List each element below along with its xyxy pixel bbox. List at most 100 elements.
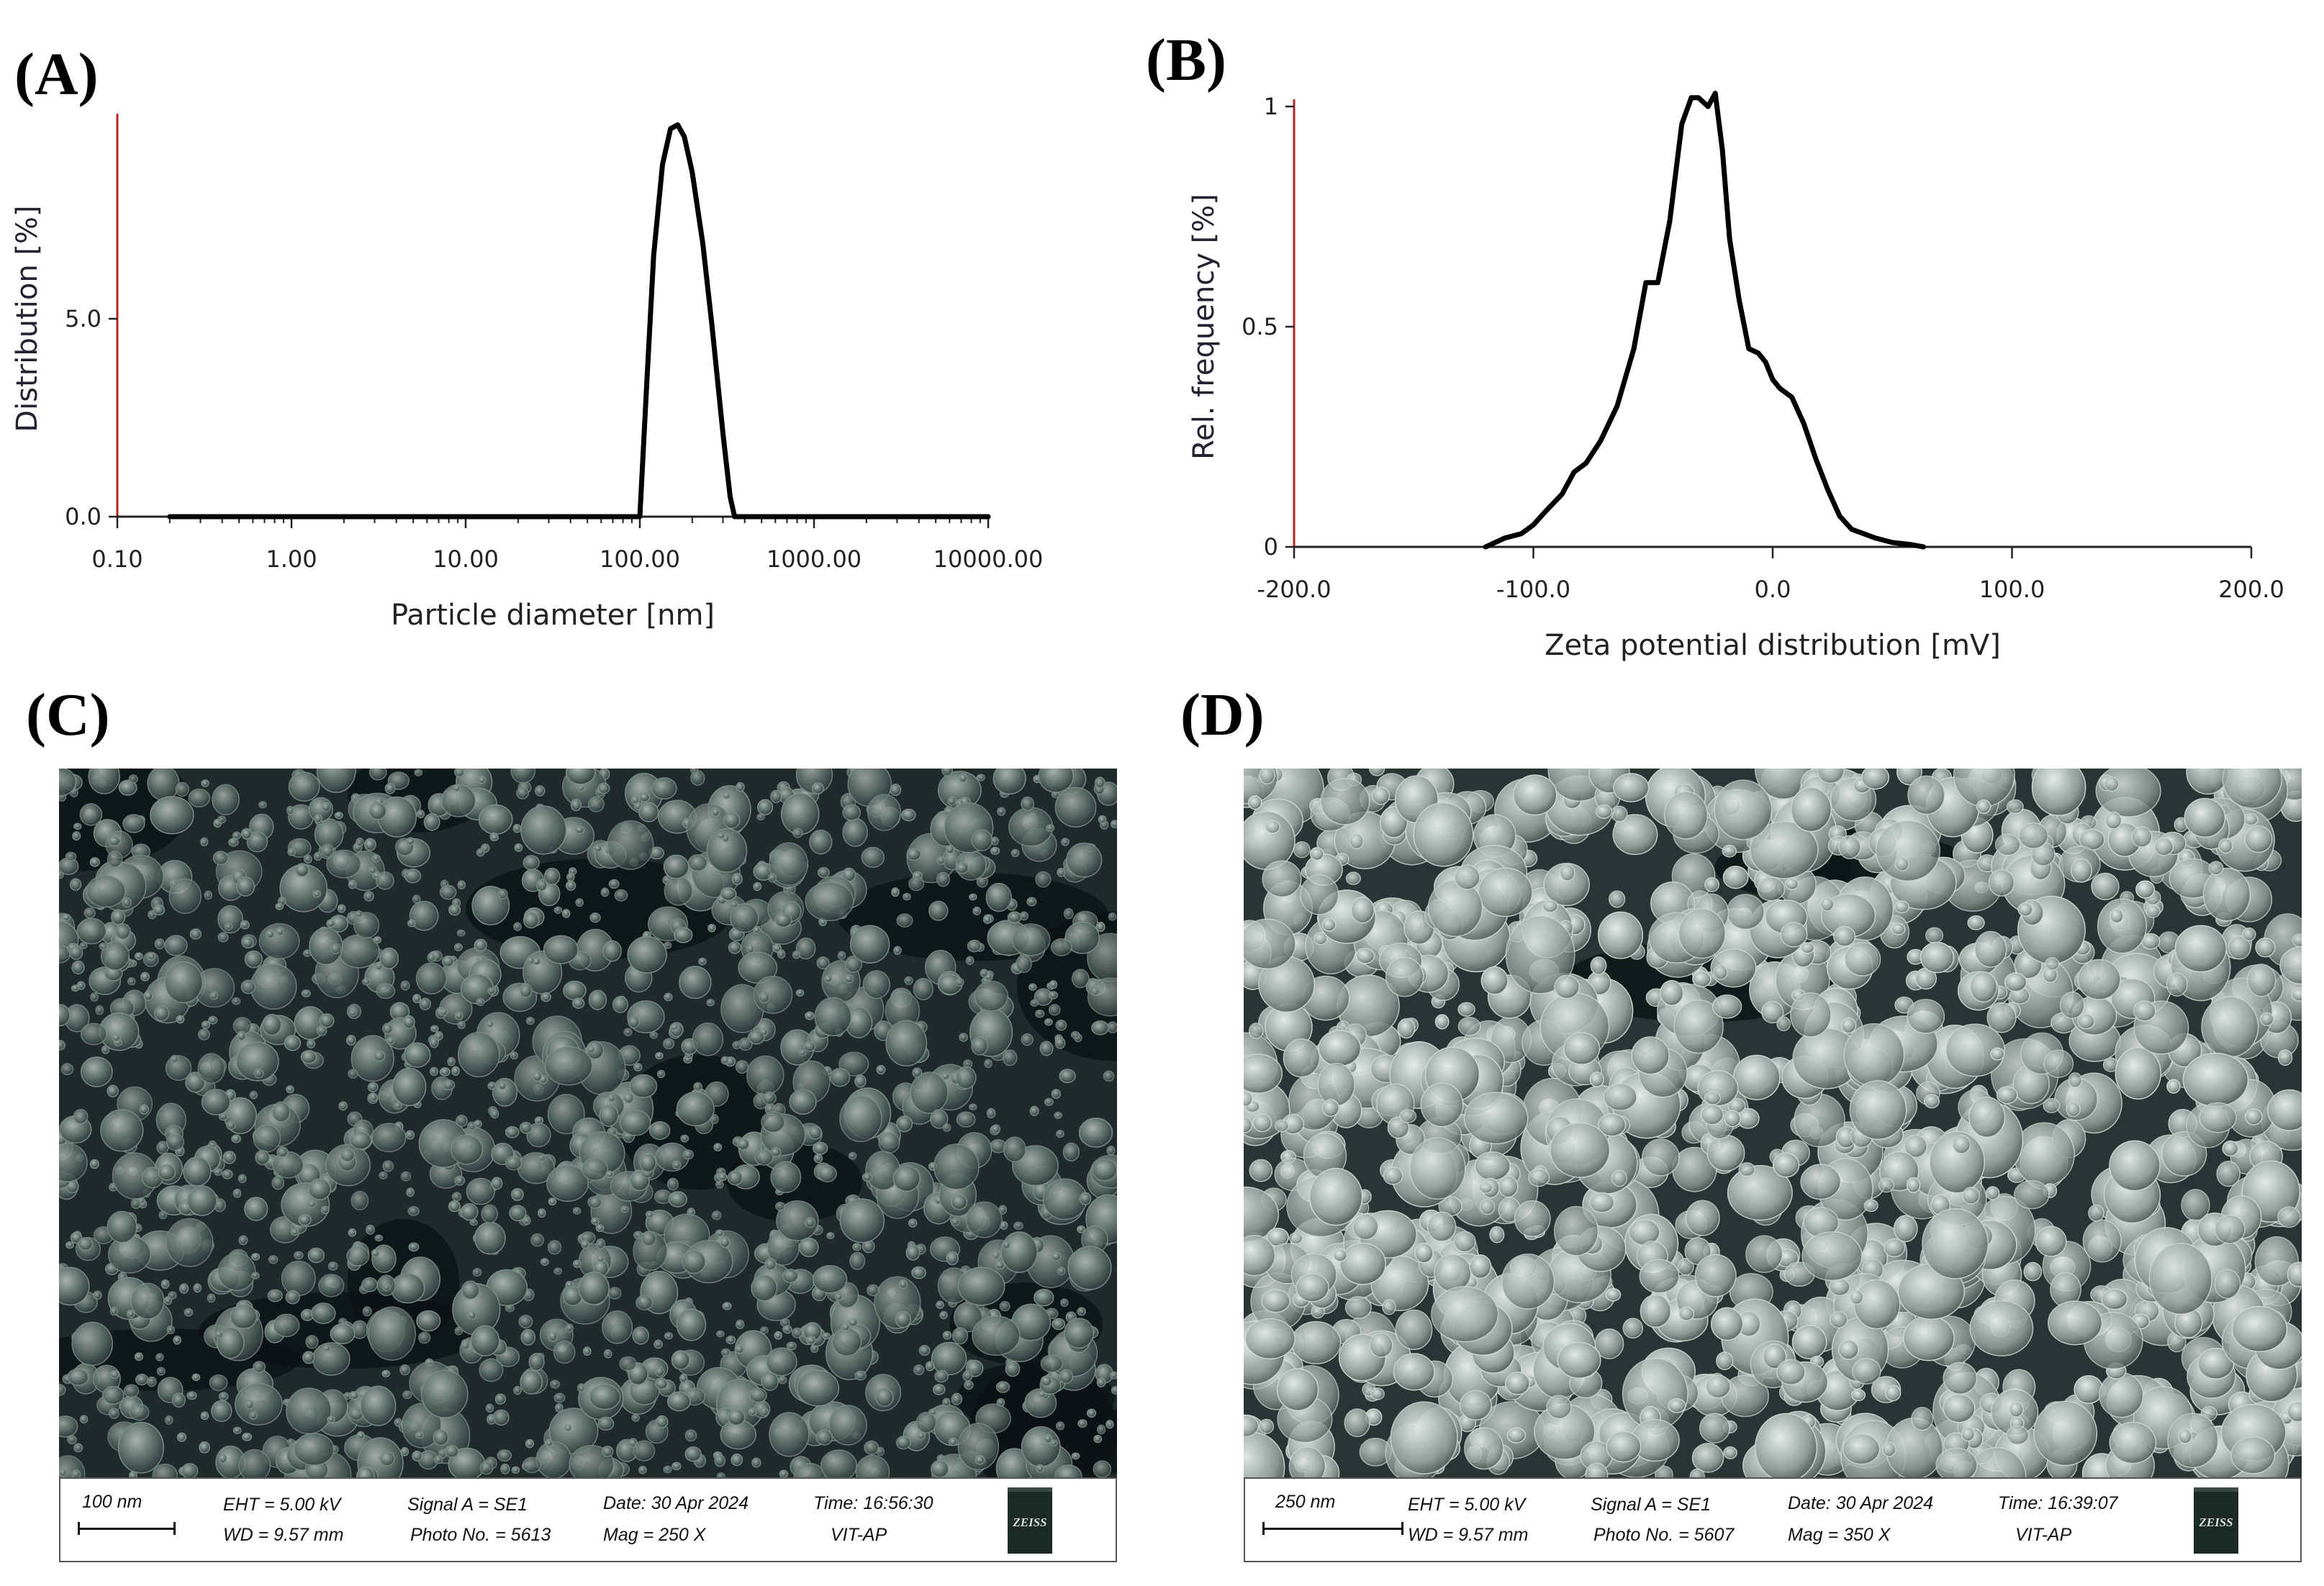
sem-particle [638,802,659,823]
sem-particle [1109,1371,1117,1379]
sem-particle [971,829,993,851]
sem-particle [153,904,166,916]
sem-particle [1663,791,1709,840]
sem-particle [1784,877,1799,890]
sem-particle [1345,871,1361,885]
sem-particle [454,1011,464,1020]
sem-particle [648,1121,671,1140]
sem-particle [1772,1152,1800,1178]
sem-particle [421,1369,469,1418]
sem-particle [867,794,902,831]
sem-particle [153,1005,170,1022]
sem-particle [1893,1215,1918,1243]
sem-particle [1321,917,1337,932]
sem-particle [1952,1135,1971,1154]
x-tick-label: 0.10 [91,545,143,573]
sem-particle [375,871,394,890]
sem-particle [1755,1413,1818,1477]
sem-particle [997,807,1006,816]
sem-particle [164,961,204,1004]
sem-particle [1894,856,1909,871]
sem-particle [130,1282,165,1320]
sem-particle [73,1109,89,1125]
sem-particle [351,1190,369,1210]
sem-particle [2104,811,2122,830]
y-tick-label: 5.0 [65,305,101,332]
sem-particle [2214,1269,2241,1300]
sem-particle [356,1431,365,1440]
sem-particle [402,1390,412,1400]
sem-particle [1453,1231,1476,1253]
y-tick-label: 0.0 [65,503,101,530]
sem-particle [71,984,80,992]
sem-particle [639,1153,657,1173]
sem-particle [590,1217,600,1225]
sem-particle [1244,918,1296,970]
sem-particle [1064,921,1100,954]
sem-particle [1054,1037,1066,1049]
sem-particle [73,1443,83,1453]
sem-particle [535,1441,572,1477]
sem-particle [354,910,363,918]
sem-particle [965,956,975,965]
sem-particle [614,889,628,902]
sem-particle [407,1205,420,1216]
sem-particle [1005,1361,1021,1377]
sem-particle [461,1280,480,1300]
sem-particle [108,1235,151,1274]
sem-info-bar-c: 100 nm EHT = 5.00 kV WD = 9.57 mm Signal… [59,1477,1117,1562]
sem-particle [600,887,610,897]
sem-particle [1048,991,1059,1000]
sem-particle [2208,861,2224,876]
sem-particle [412,1450,422,1462]
sem-particle [2291,987,2302,1002]
sem-particle [939,1310,948,1320]
sem-particle [651,777,677,800]
sem-particle [232,997,241,1005]
sem-particle [452,784,461,792]
sem-particle [1244,1234,1276,1277]
sem-particle [862,1172,872,1182]
sem-particle [1414,1242,1434,1264]
sem-particle [314,813,322,824]
sem-particle [1003,1136,1026,1163]
sem-particle [361,1277,378,1292]
sem-particle [706,828,748,873]
sem-particle [674,927,693,943]
sem-particle [513,922,522,931]
sem-particle [238,1174,247,1184]
sem-particle [451,1192,462,1202]
sem-particle [679,966,712,1000]
sem-particle [1994,833,2021,856]
sem-particle [207,1293,216,1303]
sem-particle [382,1023,393,1035]
sem-particle [795,989,805,997]
sem-particle [371,1249,380,1258]
sem-particle [1091,987,1100,996]
sem-particle [251,1253,261,1261]
sem-particle [454,1326,464,1336]
x-axis-label: Particle diameter [nm] [391,599,715,632]
sem-particle [349,1130,372,1150]
sem-particle [477,776,487,784]
sem-particle [782,1269,799,1284]
sem-particle [361,978,371,986]
sem-particle [1457,1017,1481,1036]
sem-particle [2031,769,2086,816]
sem-particle [379,947,399,969]
sem-particle [913,1364,925,1376]
sem-particle [320,1205,330,1215]
sem-particle [2110,908,2124,924]
sem-particle [510,769,535,784]
sem-particle [899,1279,908,1290]
sem-particle [451,1134,483,1165]
sem-particle [193,1283,202,1293]
sem-particle [2222,769,2282,810]
sem-particle [1513,774,1557,816]
sem-particle [318,1274,345,1297]
series-line [167,122,991,520]
sem-particle [1605,1288,1622,1302]
sem-particle [1077,1307,1087,1316]
panel-letter-d: (D) [1180,681,1265,748]
sem-particle [390,1273,425,1304]
